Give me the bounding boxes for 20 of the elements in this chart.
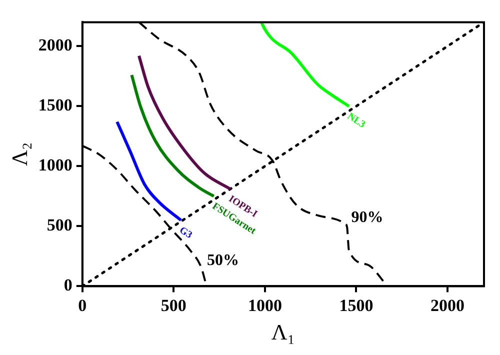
y-tick-label: 1000 bbox=[38, 156, 72, 175]
x-tick-label: 1500 bbox=[339, 296, 374, 315]
x-axis-title: Λ₁ bbox=[271, 320, 296, 345]
line-series bbox=[116, 120, 182, 222]
line-series bbox=[130, 74, 216, 198]
annotation: 50% bbox=[207, 252, 240, 270]
x-tick-label: 1000 bbox=[248, 296, 282, 315]
x-tick-label: 2000 bbox=[430, 296, 464, 315]
y-axis-title: Λ₂ bbox=[6, 142, 32, 166]
text: G3 bbox=[177, 224, 194, 242]
x-tick-label: 0 bbox=[78, 296, 87, 315]
annotation: 90% bbox=[351, 208, 384, 226]
y-tick-label: 2000 bbox=[38, 36, 72, 55]
y-tick-label: 500 bbox=[46, 216, 72, 235]
x-tick-label: 500 bbox=[160, 296, 186, 315]
line-series bbox=[260, 22, 350, 108]
line-series bbox=[137, 54, 232, 190]
y-tick-label: 0 bbox=[64, 276, 72, 295]
y-tick-label: 1500 bbox=[38, 96, 72, 115]
text: NL3 bbox=[345, 110, 368, 130]
